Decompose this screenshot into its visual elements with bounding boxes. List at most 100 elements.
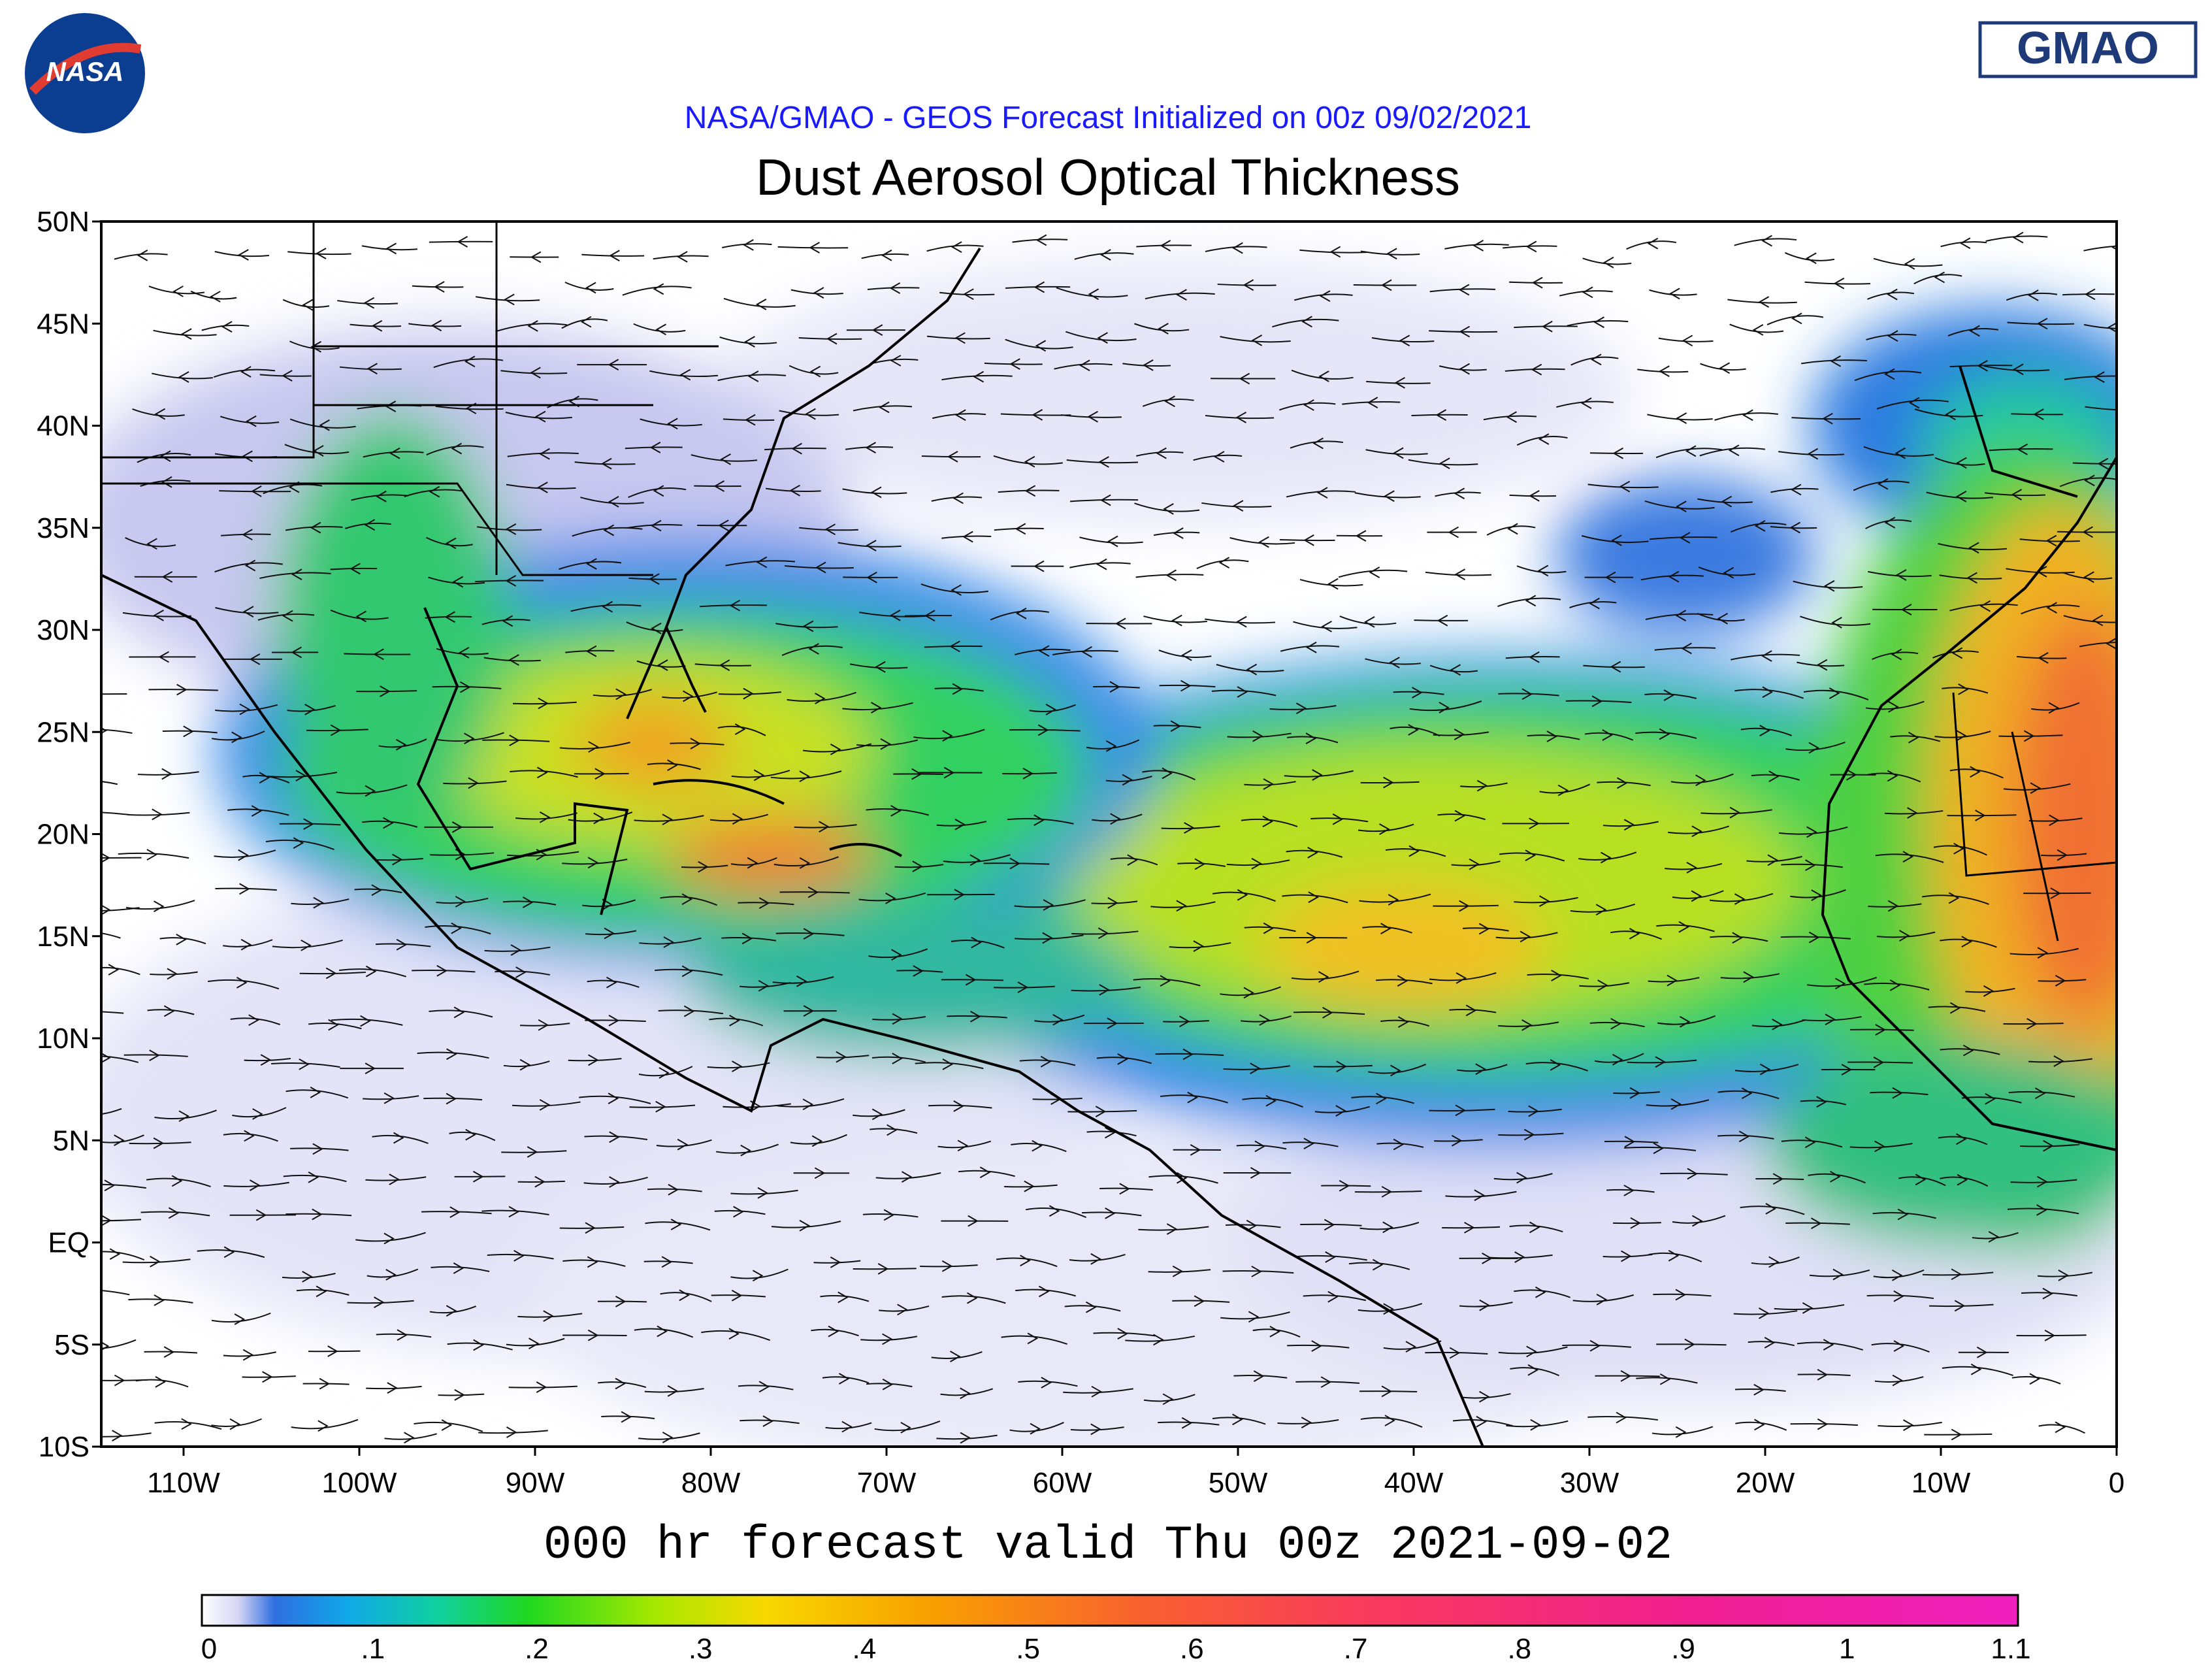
streamline xyxy=(1159,684,1216,688)
streamline-arrow xyxy=(1030,1422,1041,1435)
streamline-arrow xyxy=(1817,1418,1829,1430)
streamline-arrow xyxy=(1098,456,1109,468)
streamline xyxy=(1414,619,1469,621)
streamline-arrow xyxy=(464,355,476,368)
streamline xyxy=(694,663,751,666)
streamline-arrow xyxy=(1476,780,1488,792)
streamline-arrow xyxy=(1367,397,1378,408)
streamline-arrow xyxy=(2050,887,2061,899)
streamline xyxy=(1514,325,1578,329)
streamline-arrow xyxy=(1454,729,1465,740)
streamline-arrow xyxy=(1451,1134,1463,1147)
streamline xyxy=(941,535,992,539)
streamline-arrow xyxy=(890,355,902,367)
streamline-arrow xyxy=(260,1054,272,1066)
streamline xyxy=(2064,375,2117,380)
streamline xyxy=(1660,1172,1728,1175)
streamline-arrow xyxy=(2037,947,2049,959)
streamline xyxy=(1244,781,1296,786)
streamline xyxy=(454,1175,506,1177)
streamline-arrow xyxy=(1514,1251,1525,1263)
streamline-arrow xyxy=(1095,1106,1107,1117)
streamline-arrow xyxy=(504,293,515,306)
streamline-arrow xyxy=(1841,1064,1853,1076)
streamline-arrow xyxy=(1681,642,1692,655)
streamline-arrow xyxy=(1109,681,1120,693)
lat-label: 5N xyxy=(53,1125,89,1157)
streamline xyxy=(1321,1185,1371,1187)
colorbar-label: .8 xyxy=(1507,1633,1531,1665)
streamline-arrow xyxy=(1369,567,1380,578)
coastline-africa xyxy=(1821,456,2117,1151)
streamline xyxy=(129,1142,191,1145)
streamline-arrow xyxy=(242,450,253,463)
streamline-arrow xyxy=(1887,770,1898,782)
streamline-arrow xyxy=(1823,580,1835,592)
streamline-arrow xyxy=(1099,983,1110,996)
streamline-arrow xyxy=(1734,893,1746,905)
streamline xyxy=(625,446,683,450)
streamline-arrow xyxy=(515,966,527,978)
streamline-arrow xyxy=(327,1345,338,1357)
streamline-arrow xyxy=(1969,325,1980,337)
streamline-arrow xyxy=(1393,1138,1405,1151)
streamline-arrow xyxy=(588,741,599,753)
streamline xyxy=(681,864,728,868)
streamline-arrow xyxy=(1899,930,1910,942)
streamline xyxy=(601,1415,655,1419)
streamline-arrow xyxy=(1811,1217,1822,1230)
streamline-arrow xyxy=(529,1338,540,1350)
streamline-arrow xyxy=(1105,1208,1116,1219)
streamline-arrow xyxy=(2036,1175,2048,1188)
streamline xyxy=(1313,1064,1373,1068)
streamline-arrow xyxy=(363,297,375,309)
streamline-arrow xyxy=(1604,571,1616,583)
streamline-arrow xyxy=(1024,1180,1035,1192)
streamline-arrow xyxy=(882,1333,893,1345)
streamline-arrow xyxy=(1312,769,1323,781)
streamline-arrow xyxy=(1595,904,1607,916)
streamline xyxy=(1310,817,1369,823)
streamline-arrow xyxy=(446,1048,457,1060)
streamline-arrow xyxy=(1596,1294,1608,1306)
streamline xyxy=(1093,685,1140,689)
dust-field xyxy=(101,261,2117,1447)
streamline-arrow xyxy=(901,1171,913,1183)
streamline-arrow xyxy=(1194,1295,1205,1307)
streamline-arrow xyxy=(824,523,836,536)
dust-green xyxy=(274,412,510,830)
streamline-arrow xyxy=(2053,1055,2064,1067)
streamline-arrow xyxy=(458,646,470,659)
streamline-arrow xyxy=(747,857,758,869)
streamline xyxy=(813,1260,861,1264)
streamline xyxy=(626,524,683,529)
streamline xyxy=(1770,525,1817,529)
streamline xyxy=(1650,536,1717,540)
streamline-arrow xyxy=(1246,1219,1258,1232)
streamline-arrow xyxy=(146,849,157,861)
streamline-arrow xyxy=(1529,489,1540,502)
streamline-arrow xyxy=(1254,1140,1265,1153)
streamline-arrow xyxy=(1027,1332,1039,1345)
streamline-arrow xyxy=(330,724,342,736)
streamline-arrow xyxy=(836,1051,847,1063)
streamline-arrow xyxy=(890,609,901,621)
streamline-arrow xyxy=(1620,1370,1632,1382)
streamline xyxy=(244,1057,291,1062)
streamline-arrow xyxy=(601,457,612,470)
streamline xyxy=(1449,1009,1497,1013)
streamline-arrow xyxy=(1806,826,1817,838)
streamline-arrow xyxy=(979,1166,991,1179)
streamline xyxy=(432,685,502,689)
streamline xyxy=(1153,531,1200,536)
streamline-arrow xyxy=(1194,858,1206,870)
streamline-arrow xyxy=(1162,1393,1174,1405)
streamline-arrow xyxy=(1889,979,1901,991)
streamline xyxy=(2020,1143,2080,1147)
streamline-arrow xyxy=(608,1015,620,1027)
streamline-arrow xyxy=(1383,1303,1394,1315)
lat-label: 45N xyxy=(37,308,89,340)
streamline-arrow xyxy=(866,571,877,583)
streamline-arrow xyxy=(1170,720,1182,732)
